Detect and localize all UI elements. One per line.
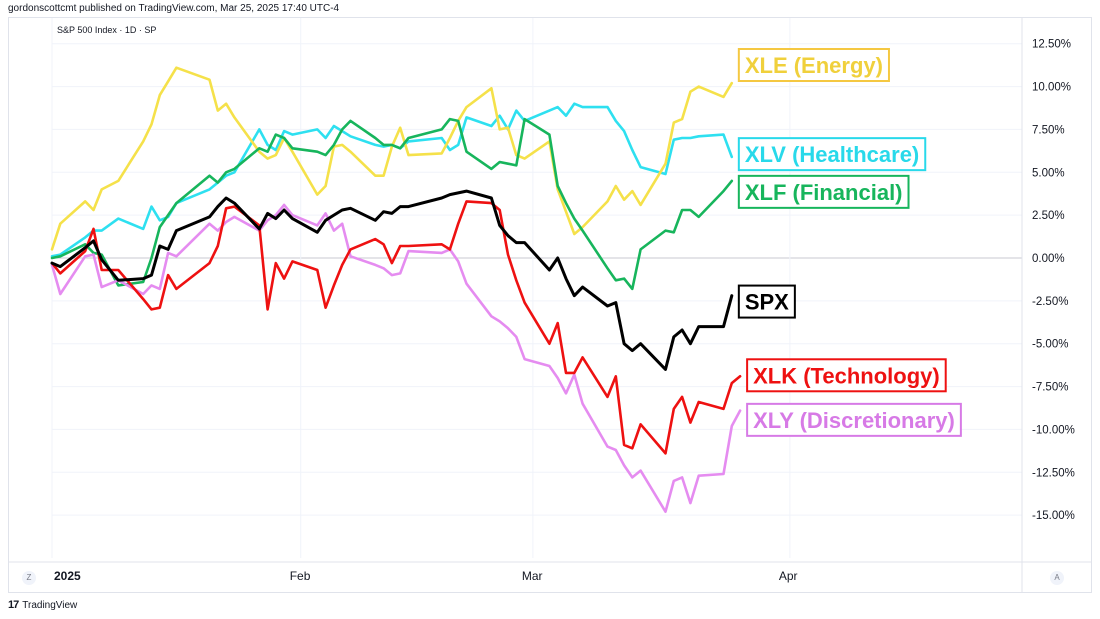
y-tick-label: -7.50%	[1032, 382, 1068, 394]
annotation-box	[737, 284, 796, 319]
annotation-box	[737, 174, 910, 209]
footer: 17 TradingView	[8, 599, 77, 611]
x-tick-label: Feb	[290, 569, 311, 583]
series-xle	[50, 66, 734, 251]
series-xlk	[50, 200, 742, 455]
annotation-xly: XLY (Discretionary)	[746, 402, 962, 437]
publish-line: gordonscottcmt published on TradingView.…	[8, 3, 340, 14]
annotation-box	[746, 358, 947, 393]
tradingview-logo-icon: 17	[8, 599, 19, 611]
x-tick-label: 2025	[54, 569, 81, 583]
y-tick-label: -15.00%	[1032, 510, 1075, 522]
series-xlf	[50, 117, 734, 291]
annotation-box	[746, 402, 962, 437]
chart-frame	[8, 17, 1092, 593]
tradingview-brand-text: TradingView	[22, 599, 78, 611]
annotation-xle: XLE (Energy)	[737, 48, 890, 82]
series-line-xle	[50, 66, 734, 251]
series-xly	[50, 203, 742, 513]
series-line-xlv	[50, 102, 734, 258]
series-xlv	[50, 102, 734, 258]
series-line-spx	[50, 189, 734, 371]
symbol-info[interactable]: S&P 500 Index · 1D · SP	[57, 25, 157, 35]
y-tick-label: -12.50%	[1032, 467, 1075, 479]
annotation-spx: SPX	[737, 284, 796, 319]
annotation-xlk: XLK (Technology)	[746, 358, 947, 393]
y-tick-label: 2.50%	[1032, 210, 1065, 222]
annotation-label: SPX	[745, 290, 789, 315]
annotation-label: XLK (Technology)	[753, 363, 940, 388]
annotation-box	[737, 137, 927, 172]
y-tick-label: -10.00%	[1032, 424, 1075, 436]
annotation-xlv: XLV (Healthcare)	[737, 137, 927, 172]
annotation-label: XLY (Discretionary)	[753, 408, 955, 433]
y-tick-label: -2.50%	[1032, 296, 1068, 308]
x-tick-label: Apr	[779, 569, 798, 583]
y-tick-label: -5.00%	[1032, 339, 1068, 351]
annotation-xlf: XLF (Financial)	[737, 174, 910, 209]
annotation-label: XLV (Healthcare)	[745, 142, 919, 167]
annotation-label: XLF (Financial)	[745, 180, 903, 205]
y-tick-label: 10.00%	[1032, 82, 1071, 94]
y-tick-label: 5.00%	[1032, 167, 1065, 179]
auto-scale-right-button[interactable]: A	[1050, 571, 1064, 585]
y-tick-label: 0.00%	[1032, 253, 1065, 265]
annotation-box	[737, 48, 890, 82]
y-tick-label: 12.50%	[1032, 39, 1071, 51]
annotation-label: XLE (Energy)	[745, 53, 883, 78]
x-tick-label: Mar	[522, 569, 543, 583]
series-spx	[50, 189, 734, 371]
y-tick-label: 7.50%	[1032, 124, 1065, 136]
series-line-xlf	[50, 117, 734, 291]
series-line-xly	[50, 203, 742, 513]
auto-scale-left-button[interactable]: Z	[22, 571, 36, 585]
series-line-xlk	[50, 200, 742, 455]
